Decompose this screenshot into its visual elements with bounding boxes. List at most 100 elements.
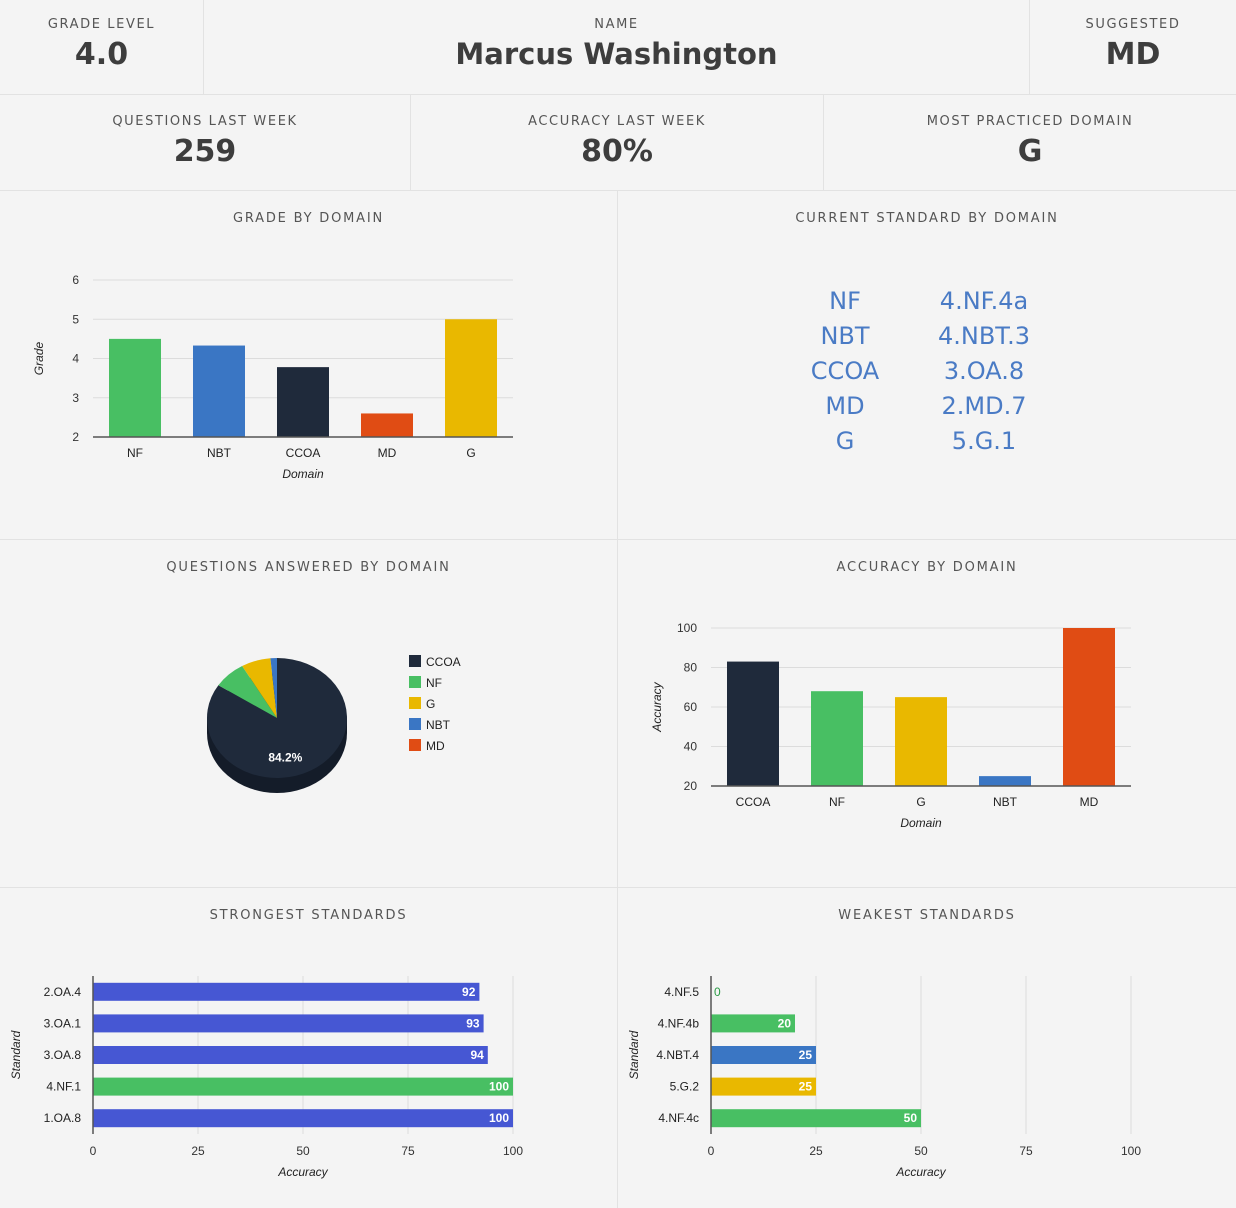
strongest-data-label: 100	[489, 1080, 509, 1094]
accuracy-y-tick-label: 20	[684, 779, 698, 793]
grade-x-axis-label: Domain	[282, 467, 324, 481]
accuracy-last-week-card: ACCURACY LAST WEEK 80%	[411, 95, 824, 191]
weakest-x-tick-label: 50	[914, 1144, 928, 1158]
weakest-standards-title: WEAKEST STANDARDS	[838, 908, 1016, 923]
suggested-card: SUGGESTED MD	[1030, 0, 1236, 95]
grade-by-domain-chart: 2 3 4 5 6 NF NBT CCOA MD G Domain Grade	[32, 273, 513, 481]
accuracy-bar-g	[895, 697, 947, 786]
name-card: NAME Marcus Washington	[204, 0, 1030, 95]
grade-x-tick-label: MD	[378, 446, 397, 460]
accuracy-by-domain-chart: 20 40 60 80 100 CCOA NF G NBT MD Domain Accuracy	[650, 621, 1131, 830]
current-standard-panel: CURRENT STANDARD BY DOMAIN NF 4.NF.4a NB…	[618, 191, 1236, 540]
accuracy-x-tick-label: MD	[1080, 795, 1099, 809]
weakest-standards-panel: WEAKEST STANDARDS 0 25 50 75 100 4.NF.5 0 4.NF.…	[618, 888, 1236, 1208]
weakest-x-axis-label: Accuracy	[895, 1165, 946, 1179]
grade-level-value: 4.0	[74, 37, 129, 72]
strongest-standards-title: STRONGEST STANDARDS	[209, 908, 408, 923]
legend-label-nbt: NBT	[426, 718, 451, 732]
legend-label-md: MD	[426, 739, 445, 753]
strongest-bar-2-oa-4	[93, 982, 480, 1001]
weakest-bar-4-nf-4b	[711, 1014, 795, 1033]
standard-domain-nf: NF	[829, 287, 861, 315]
questions-by-domain-panel: QUESTIONS ANSWERED BY DOMAIN 84.2% CCOA NF…	[0, 540, 618, 888]
weakest-data-label: 50	[904, 1111, 918, 1125]
strongest-bar-3-oa-8	[93, 1046, 488, 1064]
strongest-bar-3-oa-1	[93, 1014, 484, 1033]
weakest-bar-5-g-2	[711, 1077, 816, 1096]
legend-label-g: G	[426, 697, 435, 711]
grade-by-domain-title: GRADE BY DOMAIN	[232, 211, 385, 226]
accuracy-bar-ccoa	[727, 661, 779, 786]
grade-bar-nbt	[193, 345, 245, 437]
standard-value-ccoa: 3.OA.8	[943, 357, 1025, 385]
strongest-x-tick-label: 50	[296, 1144, 310, 1158]
standard-domain-nbt: NBT	[820, 322, 870, 350]
questions-last-week-card: QUESTIONS LAST WEEK 259	[0, 95, 411, 191]
grade-level-label: GRADE LEVEL	[47, 17, 156, 32]
grade-y-tick-label: 2	[72, 430, 79, 444]
strongest-data-label: 94	[470, 1048, 484, 1062]
grade-by-domain-panel: GRADE BY DOMAIN 2 3 4 5 6 NF NBT CCOA MD G Domain G…	[0, 191, 618, 540]
accuracy-y-tick-label: 40	[684, 740, 698, 754]
strongest-y-tick-label: 3.OA.8	[44, 1048, 82, 1062]
grade-x-tick-label: G	[466, 446, 475, 460]
grade-bar-nf	[109, 338, 161, 437]
accuracy-x-tick-label: CCOA	[736, 795, 771, 809]
accuracy-x-tick-label: NBT	[993, 795, 1018, 809]
weakest-x-tick-label: 25	[809, 1144, 823, 1158]
weakest-bar-4-nf-4c	[711, 1109, 921, 1128]
weakest-data-label: 25	[799, 1048, 813, 1062]
grade-y-tick-label: 3	[72, 391, 79, 405]
strongest-x-tick-label: 0	[90, 1144, 97, 1158]
legend-swatch-nf	[409, 676, 421, 688]
most-practiced-domain-label: MOST PRACTICED DOMAIN	[926, 114, 1134, 129]
accuracy-by-domain-panel: ACCURACY BY DOMAIN 20 40 60 80 100 CCOA NF G NBT…	[618, 540, 1236, 888]
weakest-data-label: 25	[799, 1080, 813, 1094]
weakest-y-axis-label: Standard	[627, 1030, 641, 1079]
most-practiced-domain-value: G	[1017, 134, 1043, 169]
legend-label-nf: NF	[426, 676, 442, 690]
strongest-x-tick-label: 100	[503, 1144, 523, 1158]
suggested-value: MD	[1105, 37, 1161, 72]
legend-swatch-md	[409, 739, 421, 751]
weakest-y-tick-label: 4.NF.4b	[658, 1016, 700, 1030]
accuracy-x-axis-label: Domain	[900, 816, 942, 830]
accuracy-last-week-label: ACCURACY LAST WEEK	[528, 114, 706, 129]
pie-slice-g	[242, 658, 277, 718]
grade-x-tick-label: NF	[127, 446, 143, 460]
suggested-label: SUGGESTED	[1085, 17, 1181, 32]
standard-value-nf: 4.NF.4a	[939, 287, 1029, 315]
strongest-standards-chart: 0 25 50 75 100 2.OA.4 92 3.OA.1 93 3.OA.8 94 4.NF.1…	[9, 976, 523, 1179]
strongest-data-label: 92	[462, 985, 476, 999]
weakest-bar-4-nbt-4	[711, 1046, 816, 1064]
grade-x-tick-label: NBT	[207, 446, 232, 460]
current-standard-title: CURRENT STANDARD BY DOMAIN	[795, 211, 1059, 226]
strongest-x-tick-label: 75	[401, 1144, 415, 1158]
legend-swatch-nbt	[409, 718, 421, 730]
grade-bar-ccoa	[277, 367, 329, 437]
strongest-standards-panel: STRONGEST STANDARDS 0 25 50 75 100 2.OA.4 92 3.…	[0, 888, 618, 1208]
weakest-data-label: 20	[778, 1016, 792, 1030]
accuracy-bar-md	[1063, 628, 1115, 786]
standard-domain-md: MD	[825, 392, 865, 420]
weakest-data-label: 0	[714, 985, 721, 999]
questions-by-domain-chart: 84.2% CCOA NF G NBT MD	[207, 655, 461, 793]
weakest-y-tick-label: 4.NF.5	[664, 985, 699, 999]
standard-value-md: 2.MD.7	[941, 392, 1027, 420]
weakest-x-tick-label: 75	[1019, 1144, 1033, 1158]
weakest-x-tick-label: 0	[708, 1144, 715, 1158]
questions-last-week-label: QUESTIONS LAST WEEK	[112, 114, 298, 129]
strongest-y-tick-label: 1.OA.8	[44, 1111, 82, 1125]
strongest-x-tick-label: 25	[191, 1144, 205, 1158]
accuracy-by-domain-title: ACCURACY BY DOMAIN	[836, 560, 1018, 575]
grade-y-tick-label: 4	[72, 352, 79, 366]
strongest-bar-4-nf-1	[93, 1077, 513, 1096]
grade-bar-md	[361, 413, 413, 437]
strongest-data-label: 100	[489, 1111, 509, 1125]
questions-by-domain-title: QUESTIONS ANSWERED BY DOMAIN	[166, 560, 451, 575]
questions-last-week-value: 259	[173, 134, 237, 169]
grade-y-tick-label: 6	[72, 273, 79, 287]
strongest-x-axis-label: Accuracy	[277, 1165, 328, 1179]
accuracy-y-tick-label: 100	[677, 621, 697, 635]
weakest-standards-chart: 0 25 50 75 100 4.NF.5 0 4.NF.4b 20 4.NBT.4 25 5.G.2…	[627, 976, 1141, 1179]
